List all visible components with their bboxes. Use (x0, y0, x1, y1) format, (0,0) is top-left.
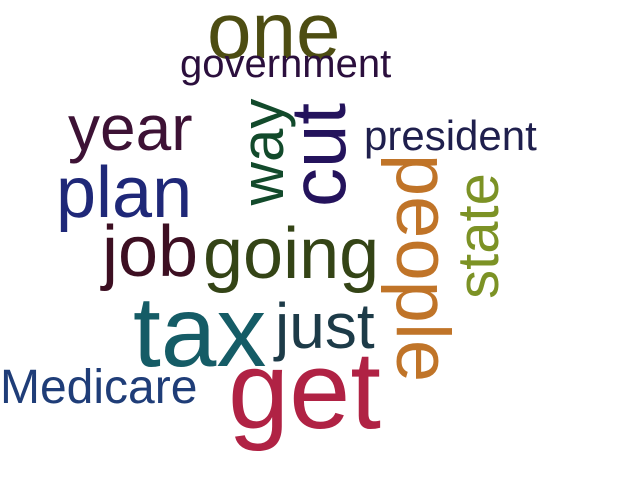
word-just: just (275, 290, 375, 362)
word-one: one (207, 0, 341, 75)
word-cut: cut (274, 102, 362, 208)
word-going: going (203, 214, 380, 294)
word-get: get (228, 329, 381, 452)
word-tax: tax (133, 276, 267, 388)
word-job: job (102, 212, 199, 292)
word-year: year (68, 92, 193, 164)
word-plan: plan (56, 153, 193, 233)
word-president: president (364, 112, 537, 159)
word-state: state (446, 173, 511, 299)
word-government: government (180, 42, 392, 86)
word-medicare: Medicare (0, 361, 198, 414)
